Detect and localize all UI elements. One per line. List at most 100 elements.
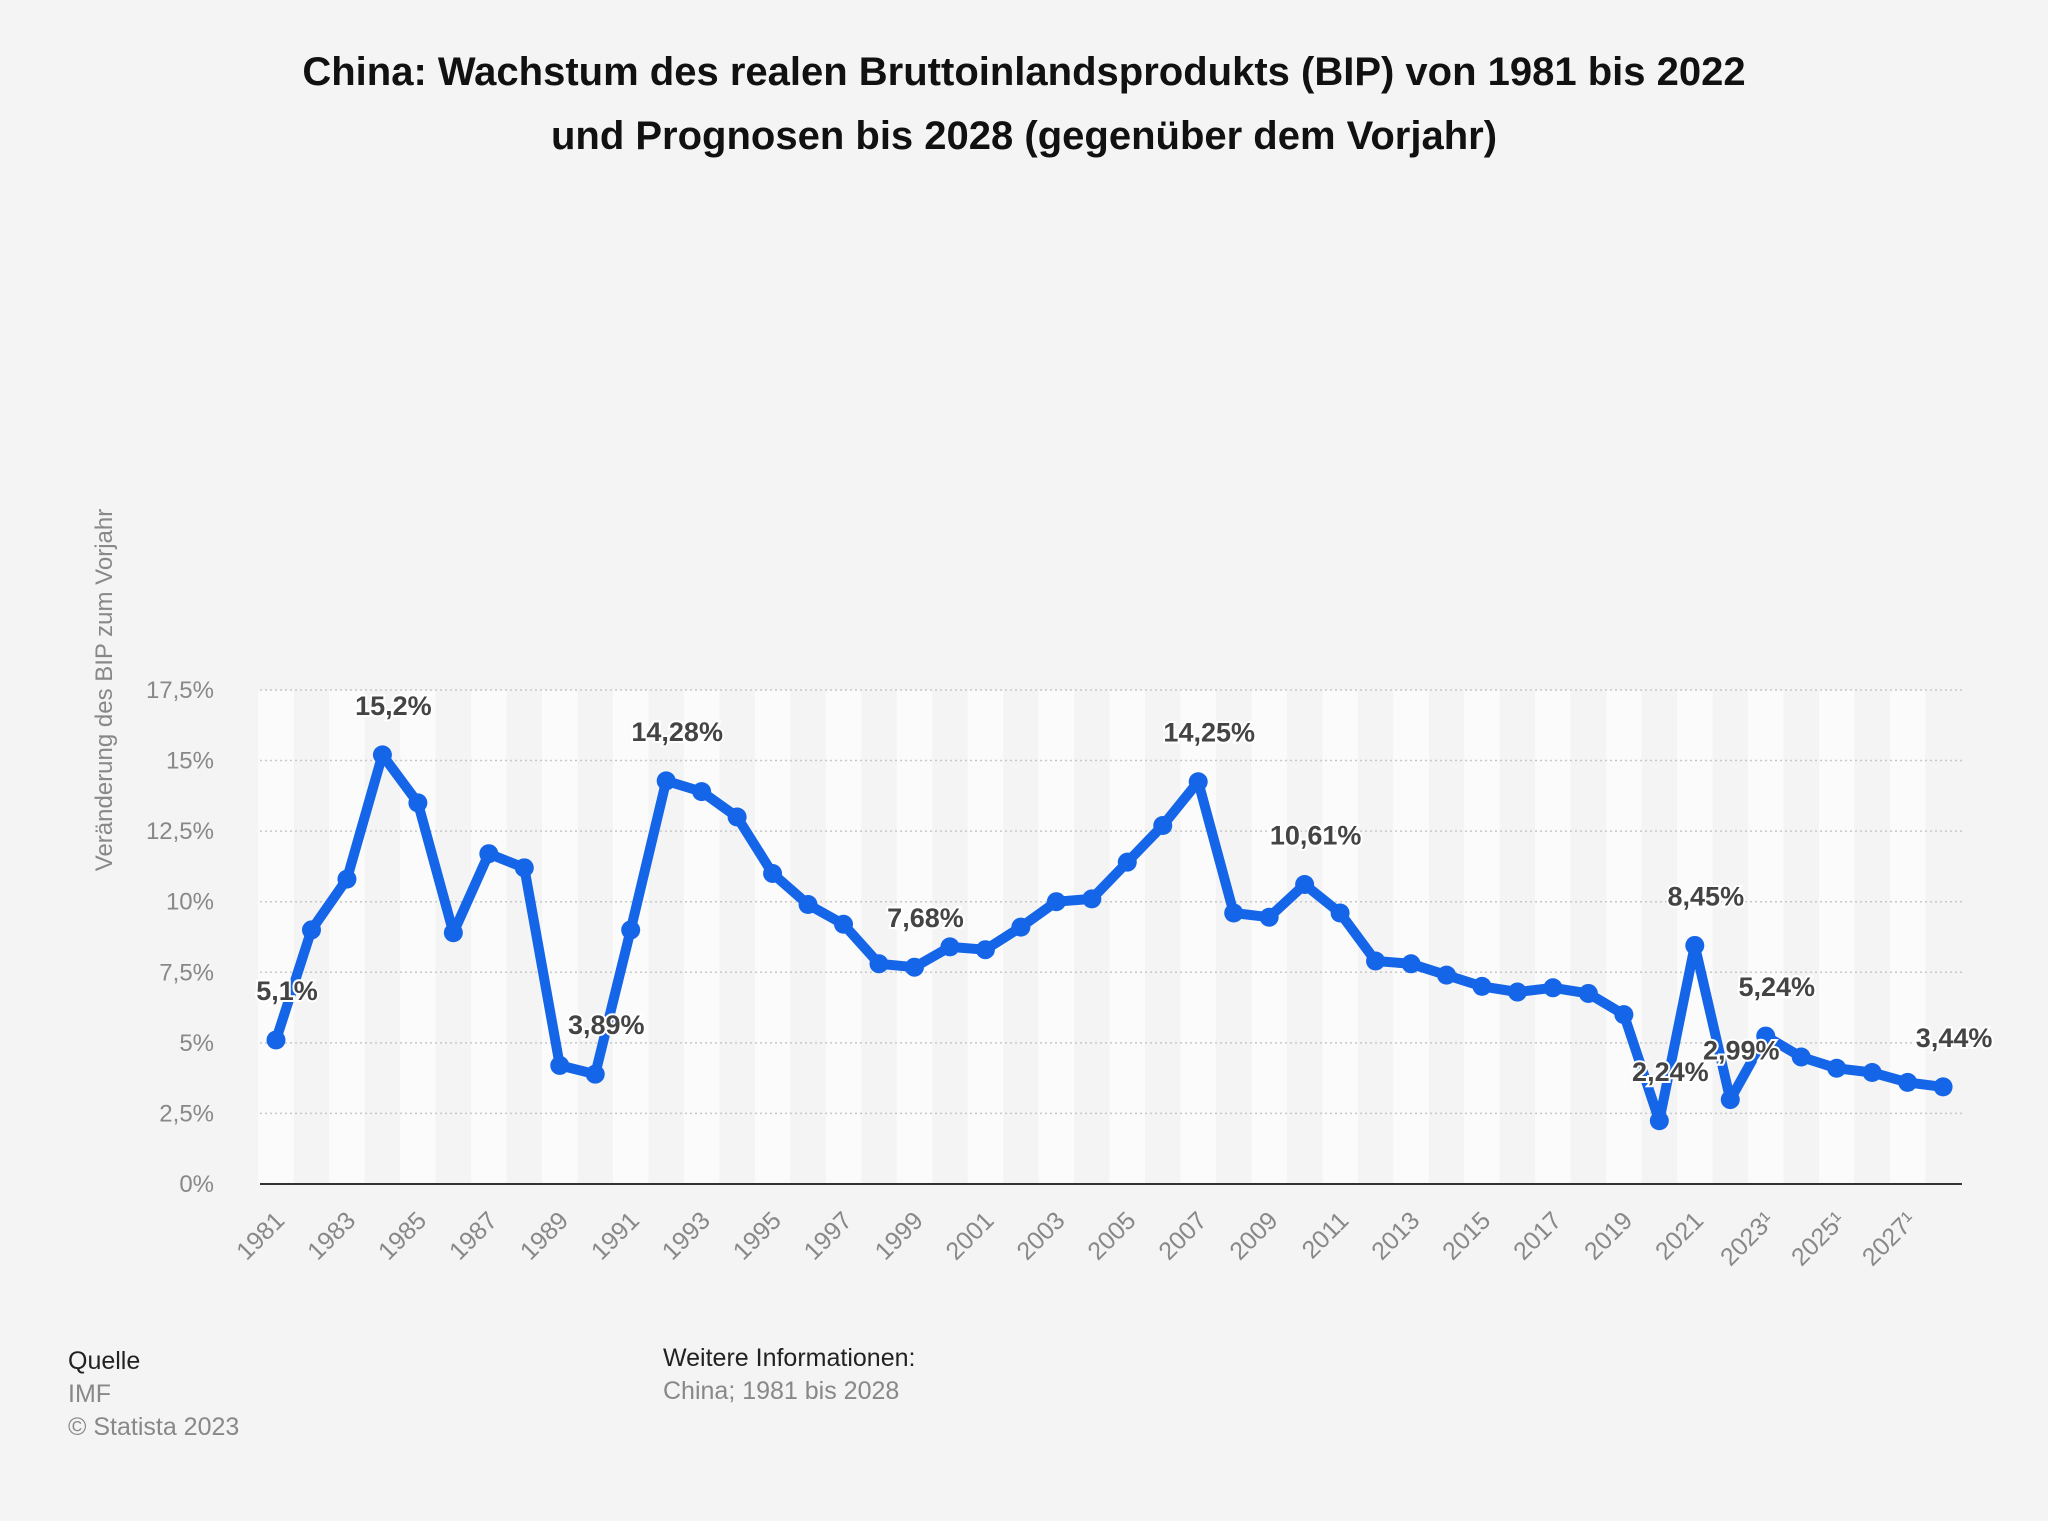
background-band <box>896 689 933 1184</box>
x-tick-label: 1987 <box>444 1206 503 1265</box>
data-point <box>1224 903 1244 923</box>
x-axis-tick-labels: 1981 1983 1985 1987 1989 1991 1993 1995 1997 1999… <box>231 1206 1922 1271</box>
data-point <box>621 920 641 940</box>
data-point <box>479 844 499 864</box>
x-tick-label: 1989 <box>515 1206 574 1265</box>
x-tick-label: 2023¹ <box>1715 1206 1780 1271</box>
x-tick-label: 2005 <box>1082 1206 1141 1265</box>
background-band <box>1038 689 1075 1184</box>
background-band <box>754 689 791 1184</box>
x-tick-label: 2007 <box>1153 1206 1212 1265</box>
chart-title-line-2: und Prognosen bis 2028 (gegenüber dem Vo… <box>550 114 1498 158</box>
data-label: 2,99% <box>1703 1036 1780 1066</box>
background-band <box>329 689 365 1184</box>
background-band <box>1818 689 1855 1184</box>
background-band <box>1748 689 1784 1184</box>
info-text: China; 1981 bis 2028 <box>663 1377 900 1405</box>
background-band <box>400 689 436 1184</box>
data-point <box>692 782 712 802</box>
data-point <box>301 920 321 940</box>
y-tick-label: 7,5% <box>159 959 214 986</box>
data-point <box>1011 917 1031 937</box>
background-band <box>1889 689 1926 1184</box>
background-bands <box>258 689 1926 1184</box>
x-tick-label: 1999 <box>870 1206 929 1265</box>
data-label: 5,24% <box>1738 972 1815 1002</box>
data-point <box>1898 1072 1918 1092</box>
data-point <box>1933 1077 1953 1097</box>
data-point <box>1827 1058 1847 1078</box>
data-point <box>798 895 818 915</box>
data-point <box>1295 874 1315 894</box>
data-point <box>1649 1111 1669 1131</box>
data-point <box>1614 1005 1634 1025</box>
info-block: Weitere Informationen: China; 1981 bis 2… <box>663 1342 915 1408</box>
data-label: 14,28% <box>631 717 723 747</box>
data-point <box>585 1064 605 1084</box>
data-point <box>1756 1026 1776 1046</box>
background-band <box>471 689 507 1184</box>
data-point <box>372 745 392 765</box>
data-point <box>443 923 463 943</box>
source-heading: Quelle <box>68 1347 141 1375</box>
background-band <box>258 689 294 1184</box>
data-point <box>1578 983 1598 1003</box>
x-tick-label: 2001 <box>941 1206 1000 1265</box>
data-point <box>975 940 995 960</box>
background-band <box>1535 689 1571 1184</box>
x-tick-label: 1983 <box>302 1206 361 1265</box>
x-tick-label: 1991 <box>586 1206 645 1265</box>
data-point <box>763 863 783 883</box>
y-tick-label: 2,5% <box>159 1100 214 1127</box>
data-point <box>1507 982 1527 1002</box>
background-band <box>683 689 720 1184</box>
y-tick-label: 0% <box>179 1171 214 1198</box>
copyright: © Statista 2023 <box>68 1413 240 1441</box>
data-point <box>1330 903 1350 923</box>
chart-title-line-1: China: Wachstum des realen Bruttoinlands… <box>302 50 1746 94</box>
data-point <box>1720 1090 1740 1110</box>
data-label: 2,24% <box>1632 1057 1709 1087</box>
data-point <box>1366 951 1386 971</box>
x-tick-label: 1981 <box>231 1206 290 1265</box>
data-labels: 5,1% 15,2% 3,89% 14,28% 7,68% 14,25% 10,61% 2,2… <box>254 689 1994 1089</box>
data-point <box>1862 1062 1882 1082</box>
data-point <box>1685 935 1705 955</box>
x-tick-label: 1995 <box>728 1206 787 1265</box>
y-tick-label: 12,5% <box>146 818 214 845</box>
data-point <box>408 793 428 813</box>
x-tick-label: 2027¹ <box>1857 1206 1922 1271</box>
source-name: IMF <box>68 1380 112 1408</box>
data-point <box>1082 889 1102 909</box>
background-band <box>542 689 578 1184</box>
x-tick-label: 1993 <box>657 1206 716 1265</box>
data-label: 3,89% <box>568 1010 645 1040</box>
x-tick-label: 2003 <box>1011 1206 1070 1265</box>
data-label: 5,1% <box>256 976 318 1006</box>
background-band <box>1251 689 1287 1184</box>
y-axis-label: Veränderung des BIP zum Vorjahr <box>91 509 118 871</box>
x-tick-label: 2021 <box>1650 1206 1709 1265</box>
data-label: 14,25% <box>1163 718 1255 748</box>
data-point <box>337 869 357 889</box>
data-point <box>1791 1047 1811 1067</box>
background-band <box>1464 689 1500 1184</box>
y-tick-label: 5% <box>179 1030 214 1057</box>
data-point <box>1188 772 1208 792</box>
x-tick-label: 2017 <box>1508 1206 1567 1265</box>
data-point <box>940 937 960 957</box>
x-tick-label: 2019 <box>1579 1206 1638 1265</box>
grid-lines <box>260 689 1962 1115</box>
background-band <box>1393 689 1429 1184</box>
x-tick-label: 1985 <box>373 1206 432 1265</box>
background-band <box>1180 689 1216 1184</box>
data-point <box>1046 892 1066 912</box>
data-label: 10,61% <box>1270 820 1362 850</box>
data-point <box>1259 907 1279 927</box>
background-band <box>1109 689 1146 1184</box>
y-tick-label: 10% <box>166 889 214 916</box>
x-tick-label: 2011 <box>1297 1206 1355 1264</box>
data-point <box>550 1055 570 1075</box>
chart-title: China: Wachstum des realen Bruttoinlands… <box>0 40 2048 168</box>
